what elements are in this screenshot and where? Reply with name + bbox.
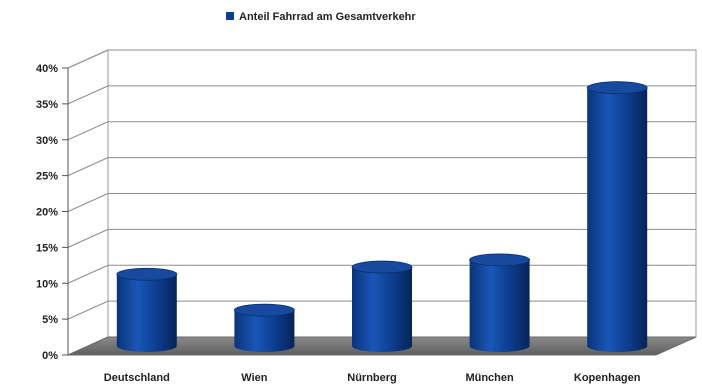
legend-label: Anteil Fahrrad am Gesamtverkehr — [239, 11, 416, 23]
gridline-side — [67, 300, 109, 320]
x-category-label: Kopenhagen — [574, 372, 641, 384]
bar-top — [586, 81, 648, 95]
gridline-side — [67, 264, 109, 284]
legend: Anteil Fahrrad am Gesamtverkehr — [226, 11, 416, 23]
gridline-side — [67, 193, 109, 212]
bar — [469, 253, 531, 352]
bar — [351, 260, 413, 352]
gridline-side — [67, 121, 109, 141]
y-tick-label: 0% — [42, 350, 58, 362]
y-tick-label: 15% — [36, 242, 58, 254]
bar-body — [116, 274, 177, 352]
gridline-side — [67, 157, 109, 177]
x-axis: Deutschland Wien Nürnberg München Kopenhagen — [104, 372, 641, 384]
x-category-label: München — [465, 372, 514, 384]
bar-top — [116, 267, 178, 281]
gridline-side — [67, 228, 109, 248]
y-tick-label: 25% — [36, 171, 58, 183]
bar-body — [587, 87, 648, 352]
y-tick-label: 35% — [36, 99, 58, 111]
bar — [586, 81, 648, 352]
y-tick-label: 30% — [36, 135, 58, 147]
y-tick-label: 5% — [42, 314, 58, 326]
y-tick-label: 10% — [36, 278, 58, 290]
x-category-label: Nürnberg — [347, 372, 397, 384]
y-axis: 0% 5% 10% 15% 20% 25% 30% 35% 40% — [36, 63, 69, 362]
bar-top — [233, 303, 295, 317]
gridline-side — [67, 85, 109, 105]
bar-body — [469, 259, 530, 352]
bar-top — [351, 260, 413, 274]
gridline-side — [67, 49, 109, 69]
y-tick-label: 20% — [36, 207, 58, 219]
x-category-label: Deutschland — [104, 372, 170, 384]
bar-body — [352, 267, 412, 352]
x-category-label: Wien — [241, 372, 267, 384]
y-tick-label: 40% — [36, 63, 58, 75]
bars — [116, 81, 648, 352]
bar-top — [469, 253, 531, 267]
bar — [233, 303, 295, 352]
bar — [116, 267, 178, 352]
legend-swatch — [226, 12, 234, 20]
bar-body — [234, 310, 295, 352]
